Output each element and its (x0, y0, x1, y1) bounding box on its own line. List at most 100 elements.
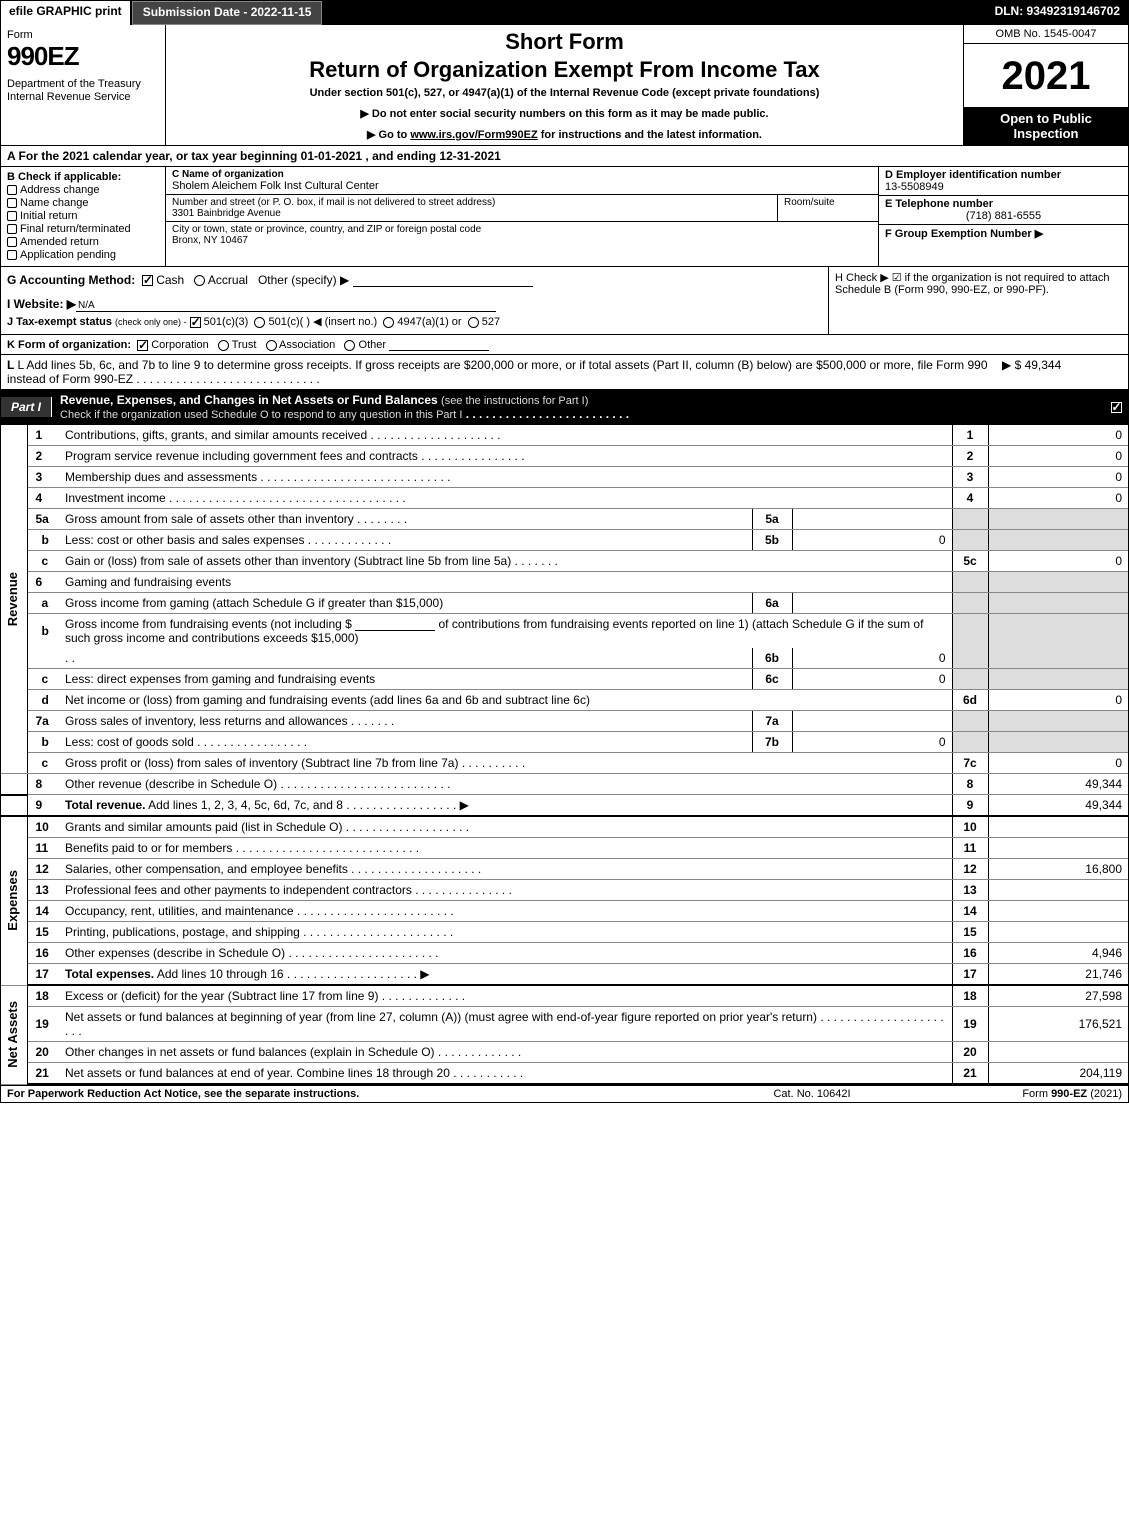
chk-amended: Amended return (7, 236, 159, 248)
desc-4: Investment income . . . . . . . . . . . … (61, 488, 952, 509)
form-ref: Form 990-EZ (2021) (922, 1088, 1122, 1100)
radio-trust-icon[interactable] (218, 340, 229, 351)
val-2: 0 (988, 446, 1128, 467)
org-name: Sholem Aleichem Folk Inst Cultural Cente… (172, 180, 379, 192)
spacer (322, 1, 986, 25)
side-netassets: Net Assets (1, 985, 27, 1084)
checkbox-icon[interactable] (7, 224, 17, 234)
sval-6c: 0 (792, 669, 952, 690)
cat-no: Cat. No. 10642I (702, 1088, 922, 1100)
other-specify-input[interactable] (353, 274, 533, 287)
ein: 13-5508949 (885, 181, 944, 193)
sval-5b: 0 (792, 530, 952, 551)
val-8: 49,344 (988, 774, 1128, 795)
val-1: 0 (988, 425, 1128, 446)
part-i-bar: Part I Revenue, Expenses, and Changes in… (1, 390, 1128, 425)
contrib-blank (355, 618, 435, 631)
checkbox-schedule-o-icon[interactable] (1111, 402, 1122, 413)
h-text: H Check ▶ ☑ if the organization is not r… (835, 272, 1110, 296)
org-name-box: C Name of organization Sholem Aleichem F… (166, 167, 878, 195)
radio-accrual-icon[interactable] (194, 275, 205, 286)
a-begin: 01-01-2021 (301, 149, 362, 163)
desc-2: Program service revenue including govern… (61, 446, 952, 467)
desc-6c: Less: direct expenses from gaming and fu… (61, 669, 752, 690)
j-sub: (check only one) - (115, 317, 187, 327)
website-value: N/A (76, 300, 496, 312)
val-7c: 0 (988, 753, 1128, 774)
line-g: G Accounting Method: Cash Accrual Other … (7, 273, 822, 287)
def-block: D Employer identification number13-55089… (878, 167, 1128, 266)
desc-16: Other expenses (describe in Schedule O) … (61, 943, 952, 964)
k-label: K Form of organization: (7, 339, 131, 351)
checkbox-icon[interactable] (7, 185, 17, 195)
checkbox-icon[interactable] (7, 237, 17, 247)
side-expenses: Expenses (1, 816, 27, 985)
desc-20: Other changes in net assets or fund bala… (61, 1042, 952, 1063)
short-form-title: Short Form (172, 29, 957, 55)
dln-label: DLN: 93492319146702 (987, 1, 1128, 25)
rn-1: 1 (952, 425, 988, 446)
line-k: K Form of organization: Corporation Trus… (1, 335, 1128, 355)
page-footer: For Paperwork Reduction Act Notice, see … (1, 1085, 1128, 1102)
radio-501c-icon[interactable] (254, 317, 265, 328)
section-b: B Check if applicable: Address change Na… (1, 167, 166, 266)
paperwork-notice: For Paperwork Reduction Act Notice, see … (7, 1088, 702, 1100)
val-4: 0 (988, 488, 1128, 509)
room-label: Room/suite (784, 197, 835, 208)
desc-13: Professional fees and other payments to … (61, 880, 952, 901)
city-state-zip: Bronx, NY 10467 (172, 235, 248, 246)
phone: (718) 881-6555 (885, 210, 1122, 222)
desc-5c: Gain or (loss) from sale of assets other… (61, 551, 952, 572)
chk-pending: Application pending (7, 249, 159, 261)
checkbox-corp-icon[interactable] (137, 340, 148, 351)
desc-5b: Less: cost or other basis and sales expe… (61, 530, 752, 551)
return-title: Return of Organization Exempt From Incom… (172, 57, 957, 83)
irs-link[interactable]: www.irs.gov/Form990EZ (410, 129, 537, 141)
val-15 (988, 922, 1128, 943)
main-table: Revenue 1 Contributions, gifts, grants, … (1, 425, 1128, 1085)
checkbox-icon[interactable] (7, 198, 17, 208)
desc-3: Membership dues and assessments . . . . … (61, 467, 952, 488)
checkbox-501c3-icon[interactable] (190, 317, 201, 328)
form-990ez-page: efile GRAPHIC print Submission Date - 20… (0, 0, 1129, 1103)
val-21: 204,119 (988, 1063, 1128, 1085)
form-number: 990EZ (7, 41, 159, 72)
desc-6a: Gross income from gaming (attach Schedul… (61, 593, 752, 614)
val-12: 16,800 (988, 859, 1128, 880)
val-6d: 0 (988, 690, 1128, 711)
checkbox-icon[interactable] (7, 250, 17, 260)
radio-assoc-icon[interactable] (266, 340, 277, 351)
j-label: J Tax-exempt status (7, 316, 112, 328)
efile-label: efile GRAPHIC print (1, 1, 132, 25)
desc-21: Net assets or fund balances at end of ye… (61, 1063, 952, 1085)
radio-other-icon[interactable] (344, 340, 355, 351)
val-3: 0 (988, 467, 1128, 488)
form-header: Form 990EZ Department of the Treasury In… (1, 25, 1128, 146)
a-end: 12-31-2021 (439, 149, 500, 163)
form-id-block: Form 990EZ Department of the Treasury In… (1, 25, 166, 145)
dept-treasury: Department of the Treasury Internal Reve… (7, 78, 159, 104)
checkbox-icon[interactable] (7, 211, 17, 221)
sval-7b: 0 (792, 732, 952, 753)
room-box: Room/suite (778, 195, 878, 221)
chk-name: Name change (7, 197, 159, 209)
i-label: I Website: ▶ (7, 297, 76, 311)
desc-19: Net assets or fund balances at beginning… (61, 1007, 952, 1042)
top-bar: efile GRAPHIC print Submission Date - 20… (1, 1, 1128, 25)
k-other-input[interactable] (389, 338, 489, 351)
sval-6a (792, 593, 952, 614)
radio-4947-icon[interactable] (383, 317, 394, 328)
line-l: L L Add lines 5b, 6c, and 7b to line 9 t… (1, 355, 1128, 390)
g-i-j-block: G Accounting Method: Cash Accrual Other … (1, 267, 828, 334)
val-16: 4,946 (988, 943, 1128, 964)
sval-6b: 0 (792, 648, 952, 669)
desc-17: Total expenses. Add lines 10 through 16 … (61, 964, 952, 986)
desc-5a: Gross amount from sale of assets other t… (61, 509, 752, 530)
val-19: 176,521 (988, 1007, 1128, 1042)
d-label: D Employer identification number (885, 169, 1061, 181)
desc-12: Salaries, other compensation, and employ… (61, 859, 952, 880)
desc-6b-1: Gross income from fundraising events (no… (61, 614, 952, 649)
val-11 (988, 838, 1128, 859)
checkbox-cash-icon[interactable] (142, 275, 153, 286)
radio-527-icon[interactable] (468, 317, 479, 328)
